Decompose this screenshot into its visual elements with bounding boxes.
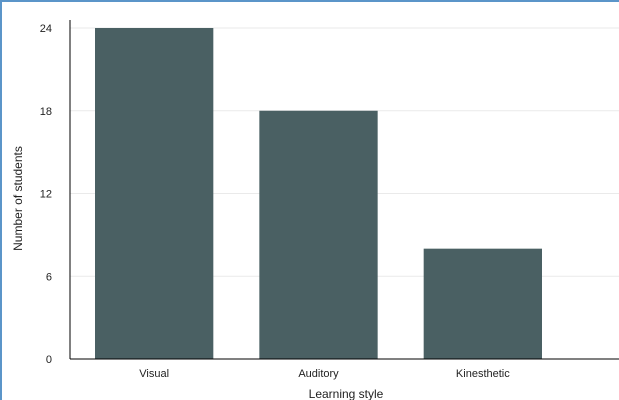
bar-auditory [259,110,378,359]
x-tick-label: Kinesthetic [456,368,510,380]
bar-kinesthetic [423,248,542,359]
x-tick-label: Auditory [298,368,339,380]
y-tick-label: 0 [46,354,52,366]
y-tick-label: 6 [46,271,52,283]
x-axis-title: Learning style [309,387,384,400]
y-tick-label: 24 [40,23,52,35]
x-tick-labels: Visual Auditory Kinesthetic [139,368,510,380]
y-tick-label: 18 [40,106,52,118]
bars [95,28,542,359]
x-tick-label: Visual [139,368,169,380]
y-tick-labels: 0 6 12 18 24 [40,23,52,366]
y-tick-label: 12 [40,189,52,201]
bar-visual [95,28,214,359]
axes [69,20,619,360]
y-axis-title: Number of students [11,146,25,251]
